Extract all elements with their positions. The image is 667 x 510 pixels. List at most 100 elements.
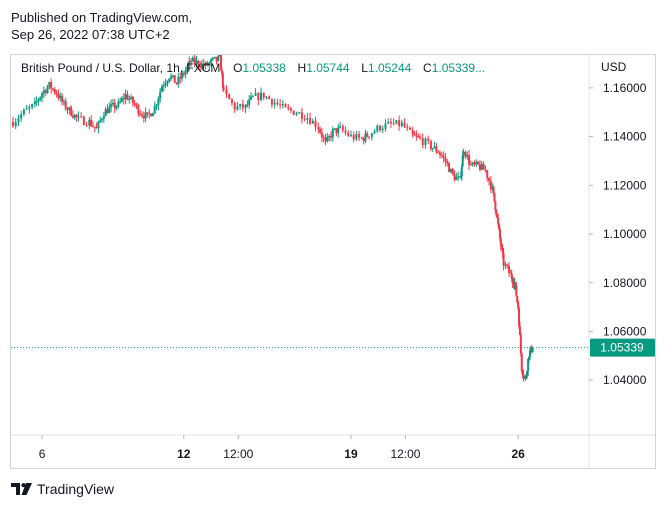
candle-body <box>462 152 465 155</box>
candle-body <box>484 169 487 171</box>
candle-body <box>292 110 295 115</box>
candle-body <box>126 94 129 100</box>
candle-body <box>516 296 519 302</box>
candle-body <box>71 115 74 118</box>
candle-body <box>498 229 501 239</box>
candle-body <box>61 95 64 102</box>
candle-body <box>449 169 452 173</box>
candle-body <box>389 121 392 124</box>
candle-body <box>355 134 358 140</box>
candle-body <box>39 97 42 100</box>
candle-body <box>368 136 371 138</box>
candle-body <box>217 55 220 61</box>
y-tick-label: 1.12000 <box>603 178 647 192</box>
candle-body <box>406 127 409 129</box>
candle-body <box>317 127 320 129</box>
candle-body <box>131 96 134 103</box>
candle-body <box>320 132 323 138</box>
candle-body <box>179 76 182 79</box>
candle-body <box>254 93 257 96</box>
candle-body <box>144 112 147 119</box>
candle-body <box>459 176 462 178</box>
candle-body <box>12 121 14 127</box>
candle-body <box>248 99 251 105</box>
candle-body <box>55 92 58 95</box>
candle-body <box>195 60 198 64</box>
candle-body <box>498 223 501 230</box>
candle-body <box>468 155 471 165</box>
candle-body <box>376 125 379 132</box>
candle-body <box>73 114 76 118</box>
candle-body <box>298 112 301 114</box>
candle-body <box>489 180 492 190</box>
published-line-2: Sep 26, 2022 07:38 UTC+2 <box>11 27 170 42</box>
candle-body <box>119 101 122 103</box>
y-tick-label: 1.08000 <box>603 276 647 290</box>
candle-body <box>517 301 520 309</box>
candle-body <box>101 118 104 121</box>
legend-close-value: 1.05339... <box>431 61 486 75</box>
candle-body <box>326 136 329 142</box>
candle-body <box>448 163 451 173</box>
footer-branding[interactable]: TradingView <box>11 481 114 497</box>
candle-body <box>362 138 365 142</box>
candle-body <box>466 155 469 157</box>
candle-body <box>50 81 53 89</box>
candle-body <box>244 104 247 109</box>
x-tick-label: 19 <box>344 447 358 461</box>
candle-body <box>446 161 449 164</box>
candle-body <box>284 104 287 108</box>
candle-body <box>37 99 40 102</box>
candle-body <box>28 107 31 109</box>
x-tick-label: 12:00 <box>390 447 420 461</box>
candle-body <box>477 161 480 165</box>
candle-body <box>506 264 509 266</box>
candle-body <box>225 88 228 95</box>
candle-body <box>499 238 502 246</box>
candle-body <box>221 73 224 88</box>
candle-body <box>128 98 131 100</box>
candle-body <box>349 134 352 136</box>
price-chart[interactable]: 1.16000 1.14000 1.12000 1.10000 1.08000 1.060… <box>11 55 655 468</box>
candle-body <box>403 122 406 128</box>
candle-body <box>66 108 69 111</box>
candle-body <box>141 114 144 116</box>
candle-body <box>121 98 124 102</box>
candle-body <box>387 121 390 124</box>
x-tick-label: 12:00 <box>223 447 253 461</box>
candle-body <box>281 104 284 106</box>
candle-body <box>68 107 71 111</box>
candle-body <box>241 103 244 109</box>
candle-body <box>276 102 279 105</box>
symbol-legend: British Pound / U.S. Dollar, 1h, FXCM O1… <box>21 61 485 75</box>
candle-body <box>344 130 347 133</box>
candle-body <box>482 164 485 170</box>
candle-body <box>510 273 513 280</box>
candle-body <box>59 95 62 99</box>
candle-body <box>31 104 34 108</box>
candle-body <box>62 101 65 103</box>
candle-body <box>493 192 496 202</box>
candle-body <box>14 122 17 127</box>
candle-body <box>528 356 531 359</box>
candle-body <box>290 108 292 111</box>
candle-body <box>322 137 325 139</box>
y-tick-label: 1.06000 <box>603 324 647 338</box>
chart-panel[interactable]: 1.16000 1.14000 1.12000 1.10000 1.08000 1.060… <box>10 54 656 469</box>
candle-body <box>90 119 93 127</box>
candle-body <box>424 138 427 145</box>
candle-body <box>495 210 498 216</box>
candle-body <box>486 170 489 179</box>
candle-body <box>352 134 355 140</box>
candle-body <box>122 98 125 100</box>
candle-body <box>522 374 525 377</box>
candle-body <box>197 60 200 67</box>
candle-body <box>279 104 282 106</box>
candle-body <box>108 106 111 114</box>
candle-body <box>440 154 443 157</box>
y-tick-label: 1.10000 <box>603 227 647 241</box>
candle-body <box>500 245 503 249</box>
candle-body <box>475 161 478 165</box>
candle-body <box>106 109 109 114</box>
candle-body <box>341 126 344 131</box>
